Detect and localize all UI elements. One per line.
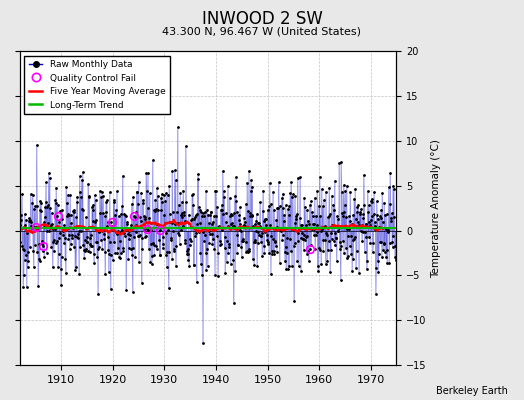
Text: 43.300 N, 96.467 W (United States): 43.300 N, 96.467 W (United States) <box>162 26 362 36</box>
Y-axis label: Temperature Anomaly (°C): Temperature Anomaly (°C) <box>431 139 441 278</box>
Legend: Raw Monthly Data, Quality Control Fail, Five Year Moving Average, Long-Term Tren: Raw Monthly Data, Quality Control Fail, … <box>25 56 170 114</box>
Text: Berkeley Earth: Berkeley Earth <box>436 386 508 396</box>
Text: INWOOD 2 SW: INWOOD 2 SW <box>202 10 322 28</box>
